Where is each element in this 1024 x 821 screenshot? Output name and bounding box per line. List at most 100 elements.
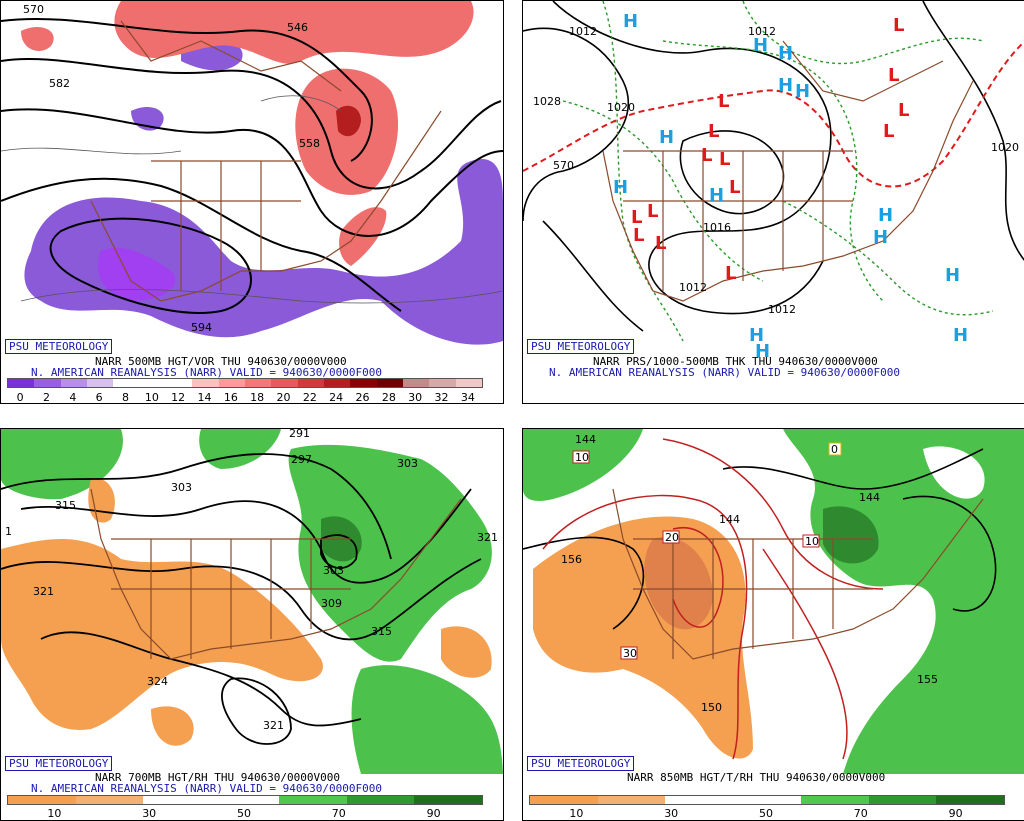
isobar-label: 1016 [703, 221, 731, 234]
isobar-label: 1028 [533, 95, 561, 108]
colorbar-swatch [346, 796, 415, 804]
low-label: L [888, 65, 899, 86]
contour-label: 321 [263, 719, 284, 732]
colorbar-tick-label: 16 [223, 391, 238, 404]
map-caption: NARR PRS/1000-500MB THK THU 940630/0000V… [593, 355, 878, 368]
high-pressure-centers: H H H H H H H H H H H H H H [613, 11, 968, 361]
colorbar-tick-label: 50 [237, 807, 251, 820]
contour-label: 594 [191, 321, 212, 334]
dry-core [644, 537, 713, 630]
isobar-label: 1012 [679, 281, 707, 294]
colorbar-swatch [218, 379, 245, 387]
negative-vorticity-core [97, 247, 176, 301]
thickness-label: 570 [553, 159, 574, 172]
low-label: L [708, 121, 719, 142]
moist-area-southeast [351, 665, 503, 774]
psu-meteorology-badge: PSU METEOROLOGY [5, 339, 113, 354]
colorbar-swatch [597, 796, 666, 804]
contour-label: 156 [561, 553, 582, 566]
map-subcaption: N. AMERICAN REANALYSIS (NARR) VALID = 94… [549, 366, 900, 379]
colorbar-tick-label: 90 [948, 807, 963, 820]
colorbar-swatch [8, 379, 35, 387]
colorbar-swatch [113, 379, 140, 387]
dry-patch [151, 706, 194, 746]
rh700-map: 291 297 303 303 315 303 309 315 321 321 … [1, 429, 503, 774]
low-label: L [719, 149, 730, 170]
positive-vorticity-area-north [114, 1, 474, 64]
panel-700mb-rh: 291 297 303 303 315 303 309 315 321 321 … [0, 428, 504, 821]
dry-patch [88, 478, 115, 523]
colorbar-swatch [350, 379, 377, 387]
low-label: L [701, 145, 712, 166]
panel-850mb-temp: 10 20 30 10 0 144 156 144 144 150 155 PS… [522, 428, 1024, 821]
colorbar-swatch [868, 796, 937, 804]
colorbar-swatch [165, 379, 193, 387]
colorbar-swatch [665, 796, 734, 804]
moist-area [523, 429, 643, 501]
colorbar-swatch [75, 796, 144, 804]
map-caption: NARR 700MB HGT/RH THU 940630/0000V000 [95, 771, 341, 784]
map-subcaption: N. AMERICAN REANALYSIS (NARR) VALID = 94… [31, 782, 382, 795]
height-contours [1, 17, 503, 314]
contour-label: 558 [299, 137, 320, 150]
height-contours [523, 448, 997, 630]
high-label: H [659, 127, 674, 148]
colorbar-tick-label: 18 [250, 391, 265, 404]
contour-label: 324 [147, 675, 168, 688]
high-label: H [795, 81, 810, 102]
contour-label: 155 [917, 673, 938, 686]
isobar-label: 1020 [607, 101, 635, 114]
colorbar-tick-label: 8 [122, 391, 129, 404]
vorticity-map: 570 582 546 558 594 [1, 1, 503, 345]
high-label: H [878, 205, 893, 226]
dry-gap [923, 446, 985, 499]
panel-mslp-thickness: H H H H H H H H H H H H H H L L L L L L … [522, 0, 1024, 404]
isotherm-label: 20 [665, 531, 679, 544]
contour-label: 570 [23, 3, 44, 16]
geography-lines [90, 488, 462, 660]
contour-label: 1 [5, 525, 12, 538]
contour-label: 321 [477, 531, 498, 544]
colorbar-swatch [936, 796, 1005, 804]
map-caption: NARR 850MB HGT/T/RH THU 940630/0000V000 [627, 771, 886, 784]
isobar-label: 1012 [768, 303, 796, 316]
colorbar-tick-label: 2 [42, 391, 50, 404]
colorbar-tick-label: 32 [434, 391, 449, 404]
colorbar-swatch [530, 796, 598, 804]
colorbar-swatch [86, 379, 114, 387]
isotherm-label: 10 [575, 451, 589, 464]
negative-vorticity-area [24, 159, 503, 345]
t850-map: 10 20 30 10 0 144 156 144 144 150 155 [523, 429, 1024, 774]
high-label: H [778, 43, 793, 64]
low-label: L [729, 177, 740, 198]
low-label: L [633, 225, 644, 246]
high-label: H [709, 185, 724, 206]
colorbar-tick-label: 30 [142, 807, 157, 820]
geography-lines [612, 488, 984, 660]
geography-lines [602, 40, 974, 302]
contour-label: 309 [321, 597, 342, 610]
colorbar-swatch [323, 379, 351, 387]
high-label: H [753, 35, 768, 56]
low-label: L [647, 201, 658, 222]
positive-vorticity-patch [21, 26, 54, 51]
colorbar-tick-label: 12 [171, 391, 186, 404]
panel-500mb-vorticity: 570 582 546 558 594 PSU METEOROLOGY NARR… [0, 0, 504, 404]
colorbar-tick-label: 50 [759, 807, 773, 820]
colorbar-tick-label: 10 [144, 391, 159, 404]
isotherm-label-box [620, 646, 638, 660]
colorbar-swatch [733, 796, 801, 804]
high-label: H [613, 177, 628, 198]
psu-meteorology-badge: PSU METEOROLOGY [5, 756, 113, 771]
low-label: L [655, 233, 666, 254]
dry-patch-east [441, 626, 492, 678]
contour-label: 144 [575, 433, 596, 446]
isotherm-label: 10 [805, 535, 819, 548]
psu-meteorology-badge: PSU METEOROLOGY [527, 339, 635, 354]
colorbar-tick-label: 34 [460, 391, 475, 404]
isotherm-label-box [802, 534, 820, 548]
high-label: H [945, 265, 960, 286]
low-pressure-centers: L L L L L L L L L L L L L L [631, 15, 909, 284]
dry-area-west [1, 539, 323, 730]
isotherm-label-box [828, 442, 842, 456]
